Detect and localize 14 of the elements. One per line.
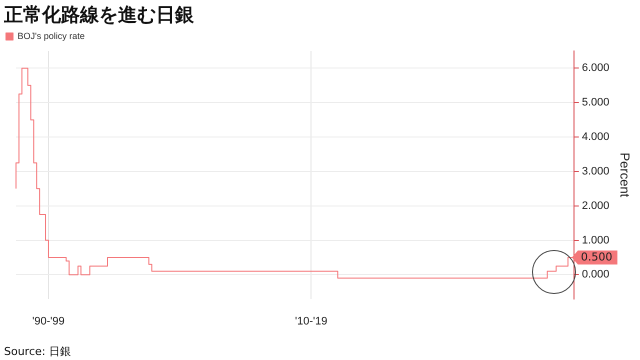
y-tick-label: 3.000 (582, 165, 610, 178)
data-label: 0.500 (580, 250, 612, 264)
source-note: Source: 日銀 (4, 344, 71, 359)
y-tick-label: 2.000 (582, 200, 610, 212)
legend-label: BOJ's policy rate (18, 30, 85, 41)
y-tick-label: 6.000 (582, 62, 610, 74)
y-tick-label: 4.000 (582, 131, 610, 144)
y-axis-title: Percent (618, 152, 633, 198)
y-tick-label: 5.000 (582, 96, 610, 109)
x-tick-label: '90-'99 (32, 315, 65, 328)
chart-title: 正常化路線を進む日銀 (4, 3, 194, 28)
y-tick-label: 0.000 (582, 268, 610, 281)
y-tick-label: 1.000 (582, 234, 610, 246)
x-tick-label: '10-'19 (295, 315, 328, 328)
